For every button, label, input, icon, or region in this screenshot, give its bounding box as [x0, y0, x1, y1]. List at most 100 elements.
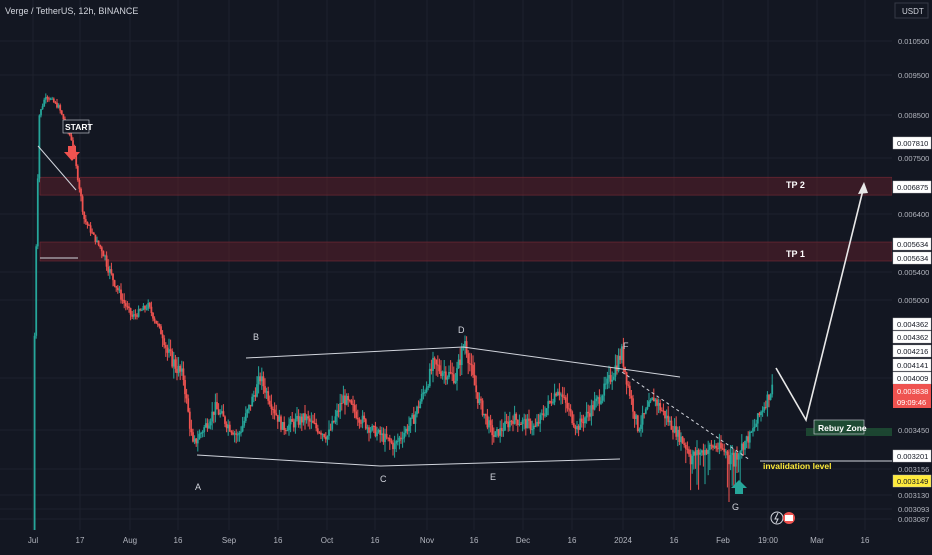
candle-body	[296, 415, 298, 420]
wave-point-b: B	[253, 332, 259, 342]
candle-body	[467, 353, 470, 364]
x-tick-label: 2024	[614, 536, 632, 545]
candle-body	[443, 371, 446, 374]
candle-body	[558, 391, 561, 396]
candle-body	[156, 323, 159, 325]
candle-body	[700, 450, 703, 453]
candle-body	[715, 445, 718, 449]
candle-body	[729, 454, 732, 465]
candle-body	[555, 393, 558, 396]
candle-body	[360, 422, 362, 424]
currency-box[interactable]	[894, 2, 929, 19]
candle-body	[545, 408, 548, 416]
candle-body	[740, 443, 743, 452]
candle-body	[675, 426, 678, 437]
candle-body	[129, 308, 132, 315]
x-tick-label: 17	[76, 536, 85, 545]
wave-point-a: A	[195, 482, 201, 492]
candle-body	[75, 154, 78, 166]
candle-body	[560, 394, 562, 396]
candle-body	[492, 435, 495, 437]
candle-body	[88, 224, 90, 226]
candle-body	[348, 400, 351, 402]
candle-body	[332, 421, 335, 423]
candle-body	[236, 434, 239, 436]
price-tag: 0.005634	[897, 254, 928, 263]
candle-body	[726, 451, 729, 456]
y-tick-label: 0.006400	[898, 210, 929, 219]
candle-body	[300, 416, 303, 423]
candle-body	[355, 411, 358, 418]
invalidation-price-tag: 0.003201	[897, 452, 928, 461]
candle-body	[574, 426, 577, 430]
time-axis[interactable]	[0, 530, 892, 550]
candle-body	[116, 287, 119, 291]
candle-body	[432, 357, 434, 371]
candle-body	[169, 349, 172, 351]
candle-body	[145, 308, 148, 310]
candle-body	[286, 430, 289, 432]
candle-body	[694, 451, 697, 456]
candle-body	[470, 364, 473, 366]
candle-body	[136, 315, 138, 317]
lightning-icon[interactable]	[770, 511, 784, 525]
price-tag-box	[892, 136, 932, 150]
candle-body	[568, 408, 570, 410]
candle-body	[179, 365, 182, 372]
candle-body	[48, 98, 50, 100]
candle-body	[452, 374, 455, 383]
candle-body	[504, 421, 506, 431]
candle-body	[108, 269, 111, 273]
candle-body	[705, 450, 708, 454]
candle-body	[752, 428, 754, 432]
candle-body	[523, 419, 526, 421]
candle-body	[345, 395, 348, 405]
candle-body	[264, 386, 266, 393]
candle-body	[440, 371, 442, 376]
candle-body	[220, 411, 223, 413]
candle-body	[436, 364, 439, 366]
candle-body	[254, 395, 257, 397]
candle-body	[577, 426, 580, 430]
candle-body	[678, 429, 681, 442]
candle-body	[374, 426, 377, 437]
candle-body	[227, 424, 230, 429]
candle-body	[128, 306, 130, 309]
candle-body	[537, 421, 540, 424]
candle-body	[468, 363, 471, 365]
candle-body	[46, 97, 49, 99]
candle-body	[580, 418, 583, 422]
x-tick-label: Mar	[810, 536, 824, 545]
price-tag: 0.004362	[897, 333, 928, 342]
candle-body	[609, 375, 612, 382]
last-price-box	[893, 384, 931, 408]
candle-body	[104, 255, 106, 257]
candle-body	[668, 420, 671, 423]
candle-body	[497, 429, 500, 436]
candle-body	[576, 426, 578, 430]
candle-body	[251, 396, 254, 407]
candle-body	[476, 392, 479, 404]
y-tick-label: 0.003156	[898, 465, 929, 474]
candle-body	[76, 165, 79, 181]
candle-body	[686, 448, 689, 450]
candle-body	[707, 449, 710, 454]
candle-body	[280, 416, 282, 430]
candle-body	[747, 436, 750, 443]
triangle-lower-line-left	[196, 454, 381, 467]
candle-body	[688, 449, 690, 455]
y-tick-label: 0.008500	[898, 111, 929, 120]
candle-body	[731, 452, 734, 455]
candle-body	[748, 431, 751, 443]
candle-body	[691, 455, 694, 465]
candle-body	[56, 102, 58, 108]
candle-body	[648, 401, 650, 407]
candle-body	[92, 232, 95, 235]
price-tag-box	[892, 237, 932, 251]
candle-body	[392, 442, 394, 450]
candle-body	[584, 417, 586, 424]
candle-body	[54, 102, 57, 104]
candle-body	[632, 398, 634, 412]
